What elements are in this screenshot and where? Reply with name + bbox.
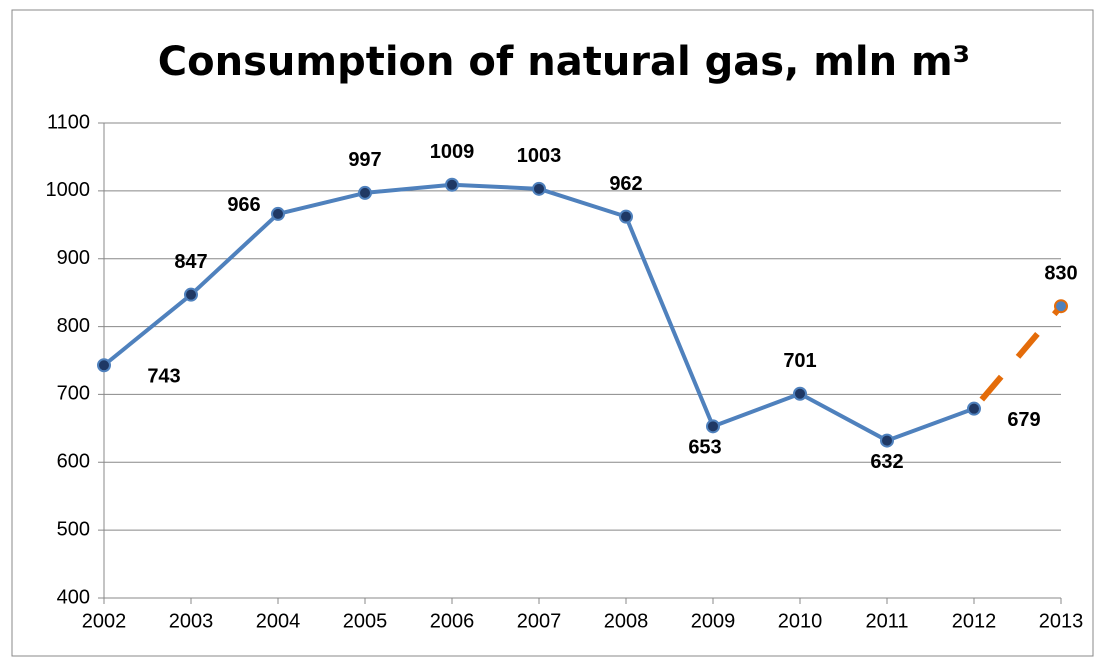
y-tick-label: 800 bbox=[57, 315, 90, 337]
data-label: 679 bbox=[1007, 409, 1040, 431]
x-tick-label: 2008 bbox=[604, 610, 649, 632]
y-tick-label: 600 bbox=[57, 451, 90, 473]
y-tick-label: 700 bbox=[57, 383, 90, 405]
marker bbox=[445, 177, 459, 192]
y-tick-label: 400 bbox=[57, 586, 90, 608]
data-label: 966 bbox=[227, 194, 260, 216]
y-tick-label: 900 bbox=[57, 247, 90, 269]
data-label: 997 bbox=[348, 149, 381, 171]
x-tick-label: 2009 bbox=[691, 610, 736, 632]
x-tick-label: 2007 bbox=[517, 610, 562, 632]
forecast-line bbox=[971, 304, 1064, 411]
y-tick-label: 1000 bbox=[46, 179, 91, 201]
marker bbox=[793, 386, 807, 401]
x-tick-label: 2010 bbox=[778, 610, 823, 632]
data-label: 830 bbox=[1044, 262, 1077, 284]
x-tick-label: 2011 bbox=[865, 610, 908, 632]
marker bbox=[358, 185, 372, 200]
marker bbox=[97, 358, 111, 373]
y-tick-label: 500 bbox=[57, 518, 90, 540]
x-tick-label: 2002 bbox=[82, 610, 127, 632]
marker bbox=[271, 206, 285, 221]
data-label: 701 bbox=[783, 350, 816, 372]
marker bbox=[880, 433, 894, 448]
data-label: 632 bbox=[870, 451, 903, 473]
marker bbox=[1054, 299, 1068, 314]
marker bbox=[619, 209, 633, 224]
y-tick-label: 1100 bbox=[47, 111, 90, 133]
x-tick-label: 2003 bbox=[169, 610, 214, 632]
x-tick-label: 2012 bbox=[952, 610, 997, 632]
x-tick-label: 2006 bbox=[430, 610, 475, 632]
data-label: 847 bbox=[174, 251, 207, 273]
marker bbox=[532, 181, 546, 196]
chart-border bbox=[11, 9, 1094, 657]
x-tick-label: 2005 bbox=[343, 610, 388, 632]
data-label: 653 bbox=[688, 437, 721, 459]
chart-title: Consumption of natural gas, mln m³ bbox=[158, 39, 970, 85]
marker bbox=[967, 401, 981, 416]
data-label: 1009 bbox=[430, 141, 475, 163]
data-label: 1003 bbox=[517, 145, 562, 167]
marker bbox=[706, 419, 720, 434]
data-label: 743 bbox=[147, 366, 180, 388]
x-tick-label: 2013 bbox=[1039, 610, 1084, 632]
x-tick-label: 2004 bbox=[256, 610, 301, 632]
data-label: 962 bbox=[609, 173, 642, 195]
marker bbox=[184, 287, 198, 302]
